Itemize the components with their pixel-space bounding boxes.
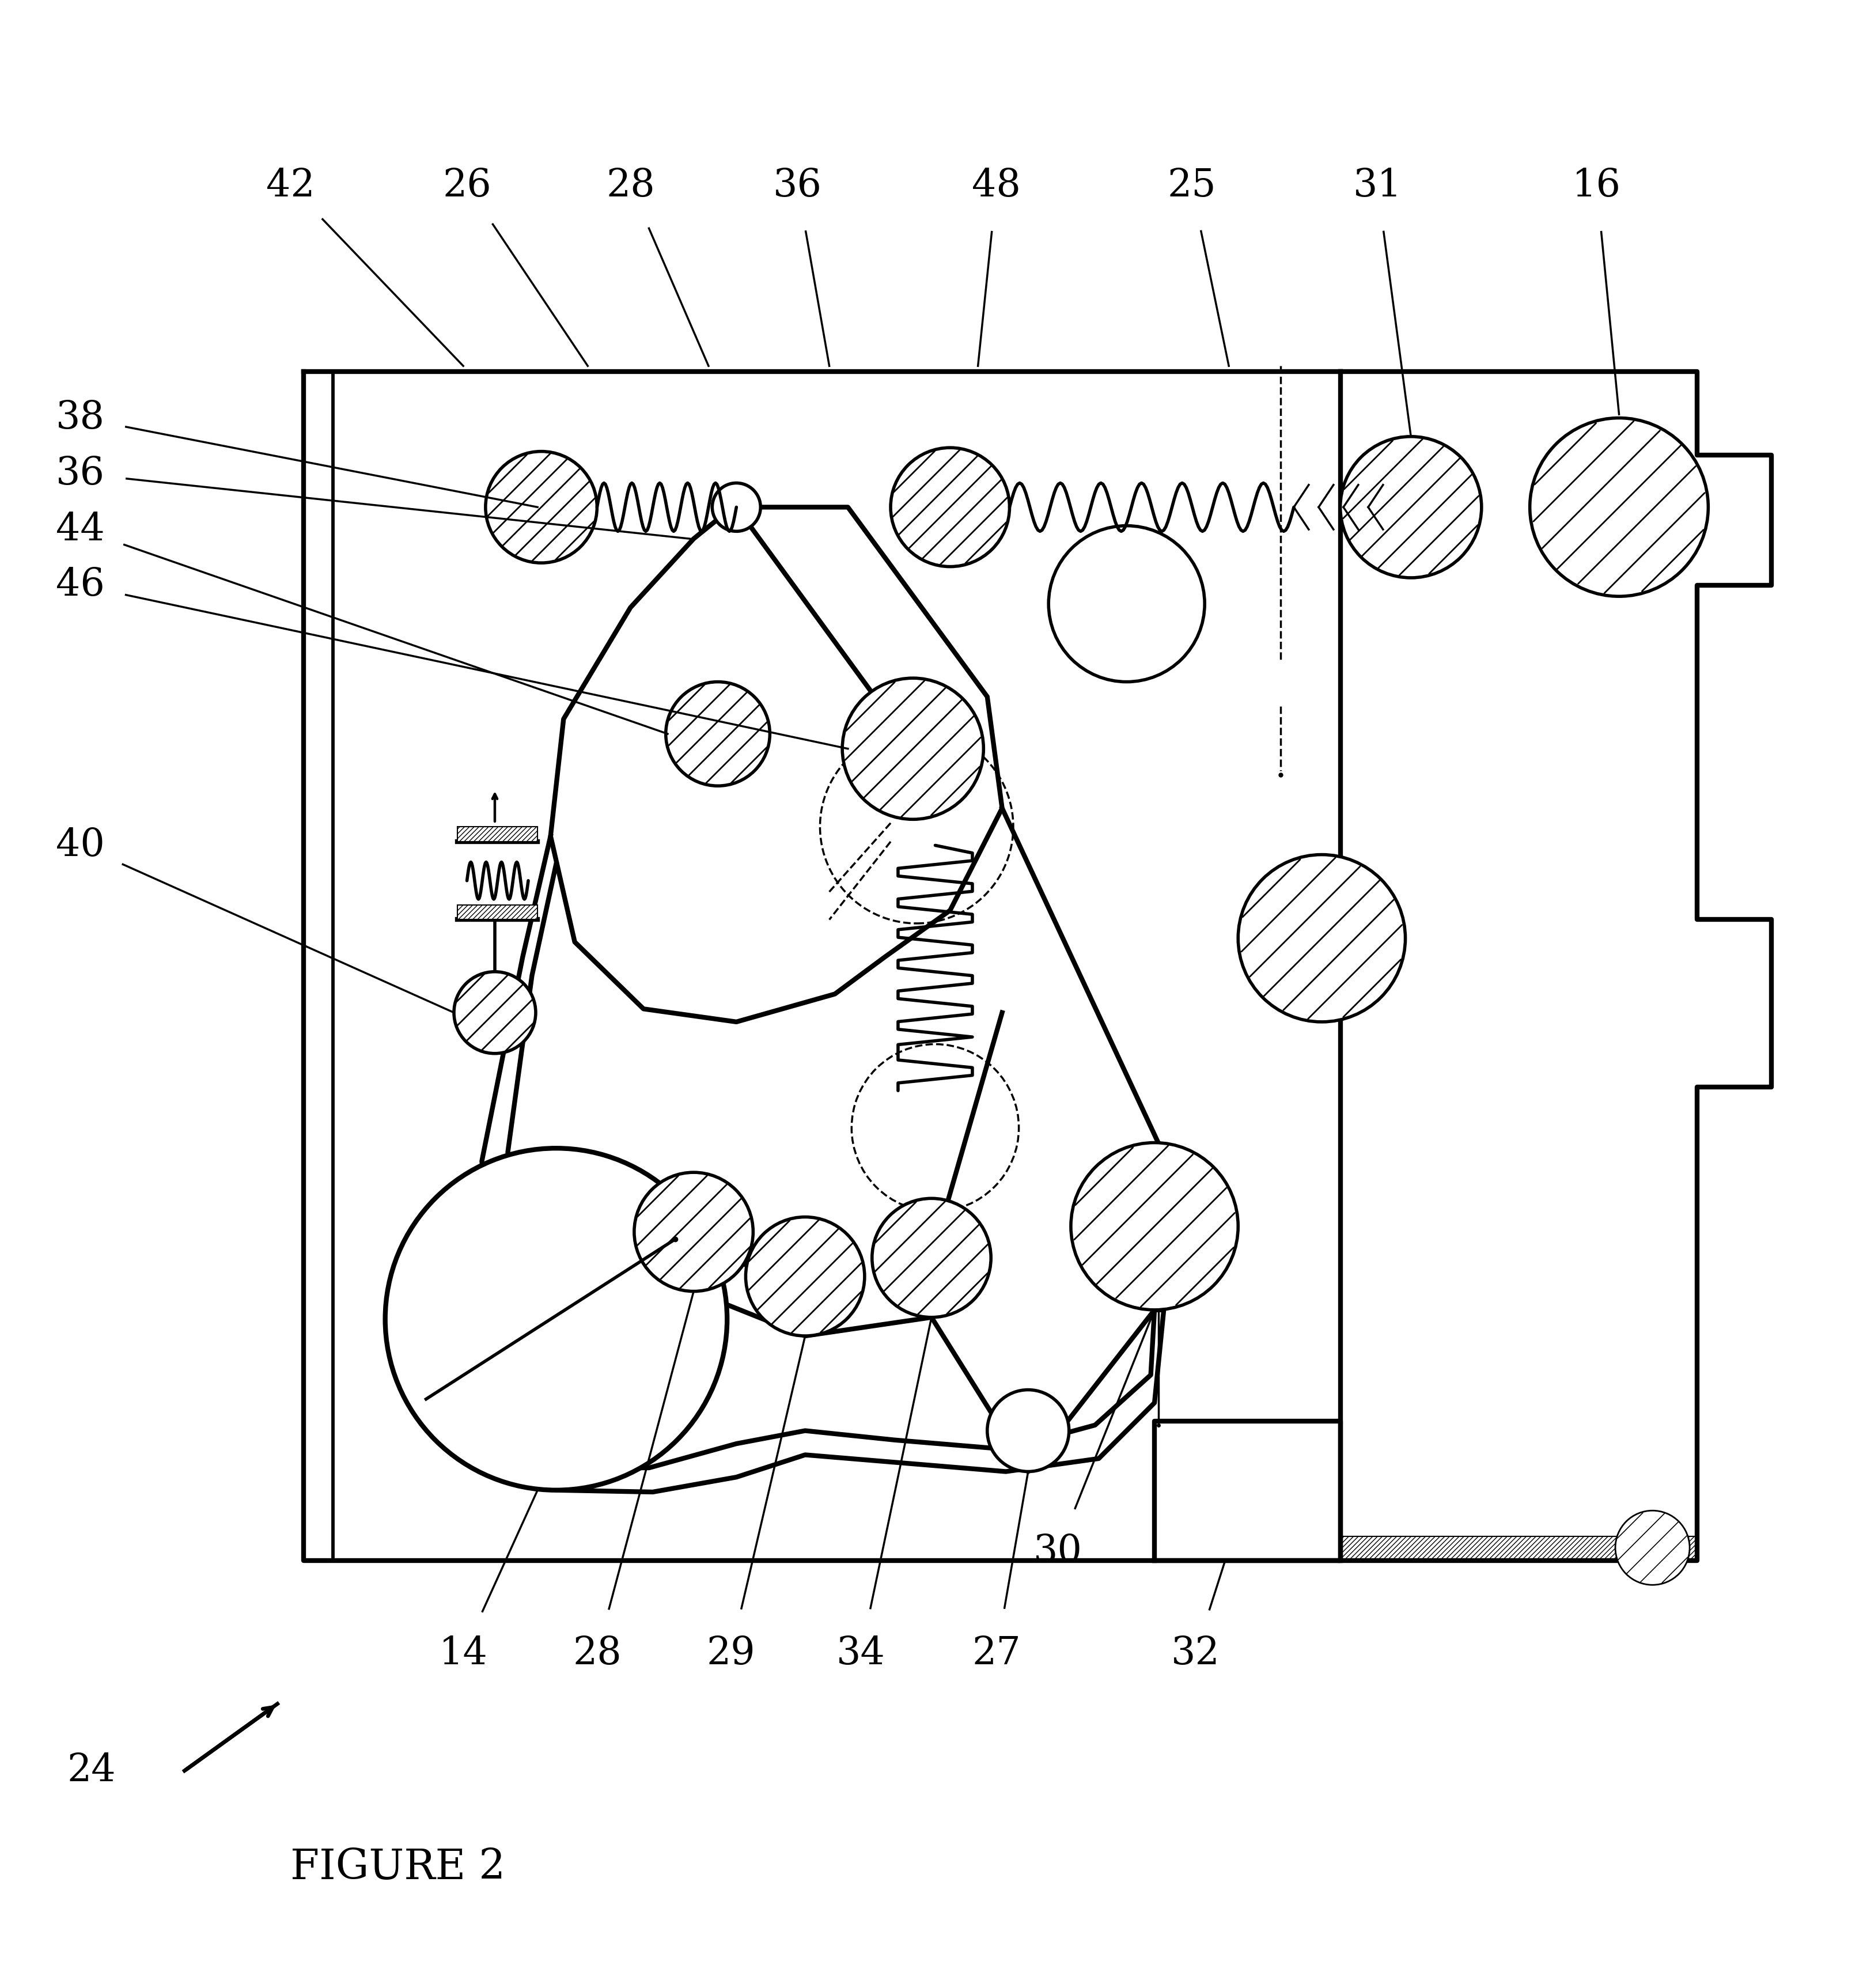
Text: 25: 25 (1168, 167, 1217, 205)
Text: 26: 26 (443, 167, 492, 205)
Bar (1339, 1537, 1697, 1561)
Circle shape (1071, 1143, 1239, 1310)
Polygon shape (458, 827, 538, 841)
Circle shape (386, 1149, 727, 1491)
Text: 44: 44 (56, 511, 104, 549)
Text: 31: 31 (1353, 167, 1403, 205)
Text: 40: 40 (56, 827, 104, 865)
Text: 34: 34 (836, 1634, 885, 1672)
Text: 30: 30 (1034, 1533, 1082, 1571)
Text: 46: 46 (56, 567, 104, 604)
Circle shape (891, 447, 1010, 567)
Text: 14: 14 (440, 1634, 488, 1672)
Text: 36: 36 (56, 455, 104, 493)
Circle shape (1530, 417, 1708, 596)
Text: FIGURE 2: FIGURE 2 (291, 1847, 505, 1889)
Text: 29: 29 (706, 1634, 755, 1672)
Text: 28: 28 (605, 167, 656, 205)
Circle shape (1239, 855, 1405, 1022)
Circle shape (486, 451, 596, 563)
Circle shape (1049, 525, 1205, 682)
Circle shape (1339, 437, 1481, 579)
Text: 32: 32 (1172, 1634, 1220, 1672)
Circle shape (633, 1173, 753, 1292)
Polygon shape (551, 507, 1002, 1022)
Circle shape (872, 1199, 991, 1318)
Text: 24: 24 (67, 1751, 116, 1789)
Circle shape (987, 1390, 1069, 1471)
Text: 27: 27 (972, 1634, 1021, 1672)
Circle shape (712, 483, 760, 531)
Polygon shape (458, 905, 538, 920)
Text: 36: 36 (773, 167, 822, 205)
Circle shape (665, 682, 769, 785)
Text: 48: 48 (972, 167, 1021, 205)
Circle shape (1615, 1511, 1690, 1584)
Text: 28: 28 (572, 1634, 622, 1672)
Text: 42: 42 (266, 167, 315, 205)
Text: 16: 16 (1572, 167, 1621, 205)
Text: 38: 38 (56, 400, 104, 437)
Circle shape (842, 678, 984, 819)
Circle shape (455, 972, 537, 1054)
Circle shape (745, 1217, 864, 1336)
